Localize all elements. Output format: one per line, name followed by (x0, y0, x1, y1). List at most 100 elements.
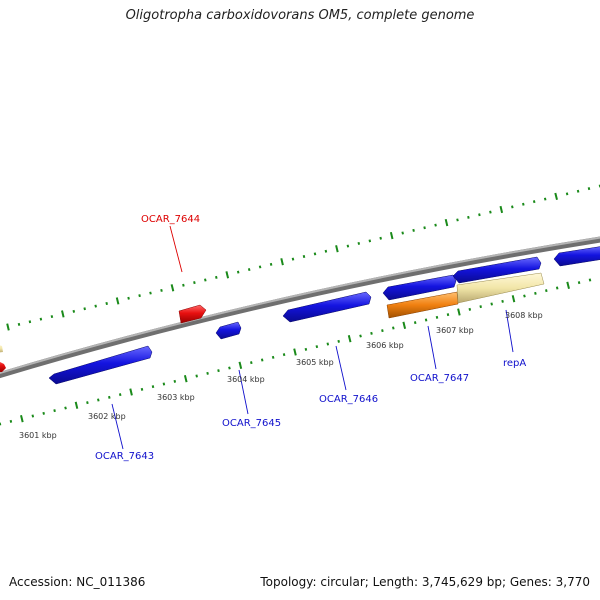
outer-minor-tick (587, 187, 591, 191)
outer-major-tick (389, 231, 394, 240)
outer-minor-tick (522, 202, 525, 206)
outer-minor-tick (478, 213, 481, 217)
gene-repa-feature[interactable] (456, 272, 545, 304)
outer-minor-tick (247, 268, 251, 272)
inner-minor-tick (545, 289, 548, 293)
inner-minor-tick (217, 369, 220, 373)
inner-major-tick (457, 308, 461, 316)
gene-partial-red-left[interactable] (0, 360, 6, 372)
gene-ocar-7644-feature[interactable] (178, 304, 207, 324)
inner-minor-tick (173, 379, 177, 383)
gene-label-ocar-7644[interactable]: OCAR_7644 (141, 214, 200, 225)
outer-minor-tick (291, 257, 295, 261)
outer-major-tick (170, 284, 175, 292)
outer-minor-tick (236, 270, 240, 274)
outer-minor-tick (467, 215, 470, 219)
outer-minor-tick (379, 236, 382, 240)
gene-blue-edge-feature[interactable] (553, 246, 600, 267)
scale-label-3605: 3605 kbp (296, 358, 334, 367)
inner-minor-tick (413, 321, 417, 325)
inner-minor-tick (118, 393, 122, 397)
inner-minor-tick (523, 294, 526, 298)
inner-minor-tick (53, 409, 56, 413)
outer-major-tick (444, 218, 449, 227)
genome-summary-text: Topology: circular; Length: 3,745,629 bp… (260, 575, 590, 589)
outer-minor-tick (94, 304, 97, 308)
gene-label-ocar-7647[interactable]: OCAR_7647 (410, 373, 469, 384)
inner-minor-tick (490, 302, 493, 306)
inner-minor-tick (392, 326, 395, 330)
inner-minor-tick (468, 307, 472, 311)
inner-major-tick (566, 281, 570, 289)
gene-blue-mid-feature[interactable] (382, 274, 457, 301)
outer-minor-tick (489, 210, 492, 214)
outer-minor-tick (302, 254, 306, 259)
inner-minor-tick (435, 315, 439, 319)
inner-major-tick (74, 401, 79, 409)
inner-minor-tick (501, 299, 504, 303)
outer-major-tick (61, 310, 65, 318)
outer-minor-tick (160, 288, 163, 292)
gene-ocar-7646-feature[interactable] (282, 291, 372, 323)
inner-minor-tick (64, 406, 67, 410)
inner-tick-track (0, 278, 592, 426)
outer-major-tick (115, 297, 120, 305)
gene-label-ocar-7643[interactable]: OCAR_7643 (95, 451, 154, 462)
gene-ocar-7647-feature[interactable] (386, 291, 459, 319)
outer-minor-tick (28, 320, 32, 324)
outer-minor-tick (258, 265, 262, 269)
outer-minor-tick (17, 322, 21, 326)
inner-minor-tick (337, 339, 340, 343)
outer-major-tick (554, 192, 558, 201)
inner-major-tick (293, 348, 297, 356)
outer-minor-tick (532, 200, 536, 204)
outer-major-tick (499, 205, 504, 214)
inner-major-tick (183, 375, 188, 383)
gene-blue-right-feature[interactable] (452, 256, 542, 284)
outer-minor-tick (193, 281, 196, 285)
outer-minor-tick (423, 226, 426, 230)
outer-minor-tick (269, 262, 273, 266)
inner-minor-tick (108, 395, 111, 399)
gene-ocar-7643-feature[interactable] (48, 345, 153, 385)
outer-minor-tick (204, 278, 207, 282)
inner-minor-tick (479, 305, 482, 309)
page-title: Oligotropha carboxidovorans OM5, complet… (125, 8, 475, 23)
inner-minor-tick (534, 291, 537, 295)
outer-minor-tick (543, 197, 547, 201)
gene-label-ocar-7645[interactable]: OCAR_7645 (222, 418, 281, 429)
outer-minor-tick (313, 252, 317, 256)
inner-minor-tick (86, 401, 89, 405)
outer-minor-tick (105, 301, 108, 306)
outer-minor-tick (357, 241, 361, 245)
gene-partial-tan-left[interactable] (0, 344, 3, 353)
inner-minor-tick (577, 281, 581, 285)
inner-major-tick (402, 321, 407, 329)
inner-minor-tick (140, 387, 144, 391)
inner-minor-tick (326, 342, 330, 346)
inner-minor-tick (162, 382, 166, 386)
scale-label-3602: 3602 kbp (88, 412, 126, 421)
inner-minor-tick (282, 353, 286, 357)
inner-minor-tick (151, 385, 155, 389)
outer-minor-tick (215, 275, 218, 279)
inner-major-tick (20, 415, 24, 423)
inner-major-tick (129, 388, 133, 396)
inner-minor-tick (359, 334, 362, 338)
outer-minor-tick (412, 228, 415, 232)
gene-ocar-7645-feature[interactable] (215, 321, 242, 340)
scale-label-3604: 3604 kbp (227, 375, 265, 384)
outer-minor-tick (50, 315, 54, 319)
gene-label-repa[interactable]: repA (503, 358, 526, 369)
scale-label-3601: 3601 kbp (19, 431, 57, 440)
inner-minor-tick (271, 355, 275, 359)
inner-minor-tick (195, 374, 198, 378)
inner-minor-tick (370, 331, 373, 335)
outer-minor-tick (182, 283, 185, 287)
label-leader-lines (111, 225, 514, 450)
gene-label-ocar-7646[interactable]: OCAR_7646 (319, 394, 378, 405)
outer-major-tick (335, 245, 339, 253)
inner-minor-tick (304, 347, 308, 351)
accession-text: Accession: NC_011386 (9, 575, 146, 589)
